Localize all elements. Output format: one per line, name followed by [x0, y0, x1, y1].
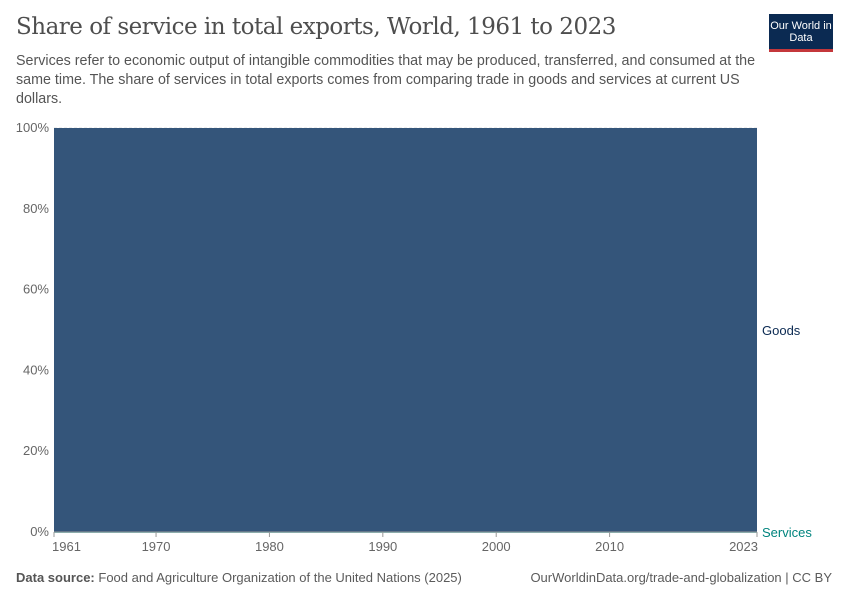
y-tick-label: 20%	[23, 443, 49, 458]
area-goods	[54, 128, 757, 532]
series-label-goods: Goods	[762, 323, 801, 338]
chart-subtitle: Services refer to economic output of int…	[16, 53, 756, 107]
x-tick-label: 2010	[595, 539, 624, 554]
y-tick-label: 100%	[16, 120, 50, 135]
y-tick-label: 40%	[23, 362, 49, 377]
x-tick-label: 2000	[482, 539, 511, 554]
x-tick-label: 2023	[729, 539, 758, 554]
source-url[interactable]: OurWorldinData.org/trade-and-globalizati…	[530, 570, 832, 585]
x-tick-label: 1990	[368, 539, 397, 554]
series-label-services: Services	[762, 525, 812, 540]
source-text[interactable]: Food and Agriculture Organization of the…	[98, 570, 462, 585]
owid-logo[interactable]: Our World in Data	[769, 14, 833, 52]
y-tick-label: 0%	[30, 524, 49, 539]
chart-title: Share of service in total exports, World…	[16, 14, 616, 40]
source-label: Data source:	[16, 570, 95, 585]
data-source: Data source: Food and Agriculture Organi…	[16, 570, 462, 585]
x-tick-label: 1970	[142, 539, 171, 554]
y-tick-label: 60%	[23, 282, 49, 297]
x-tick-label: 1980	[255, 539, 284, 554]
x-tick-label: 1961	[52, 539, 81, 554]
y-tick-label: 80%	[23, 201, 49, 216]
